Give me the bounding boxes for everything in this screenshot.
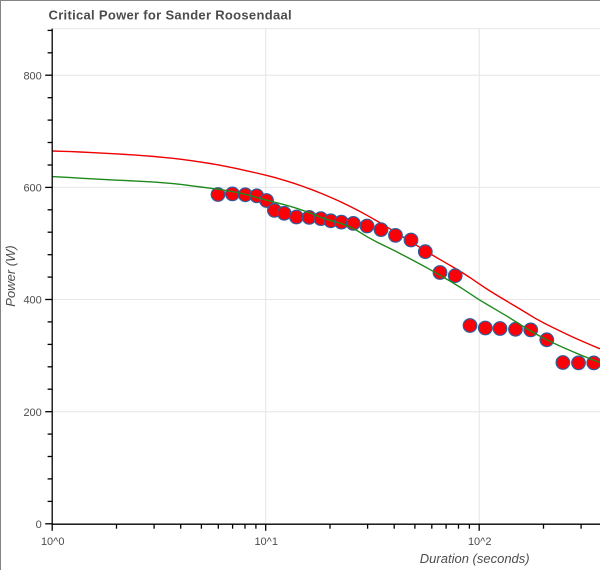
- svg-text:Duration (seconds): Duration (seconds): [420, 551, 530, 566]
- svg-text:Power (W): Power (W): [3, 245, 18, 306]
- svg-text:0: 0: [36, 519, 42, 531]
- svg-text:800: 800: [23, 70, 41, 82]
- svg-text:10^0: 10^0: [41, 536, 65, 548]
- svg-text:10^1: 10^1: [254, 536, 278, 548]
- svg-text:600: 600: [23, 183, 41, 195]
- svg-text:400: 400: [23, 295, 41, 307]
- svg-text:10^2: 10^2: [468, 536, 492, 548]
- svg-text:200: 200: [23, 407, 41, 419]
- svg-text:Critical Power for Sander Roos: Critical Power for Sander Roosendaal: [49, 8, 292, 23]
